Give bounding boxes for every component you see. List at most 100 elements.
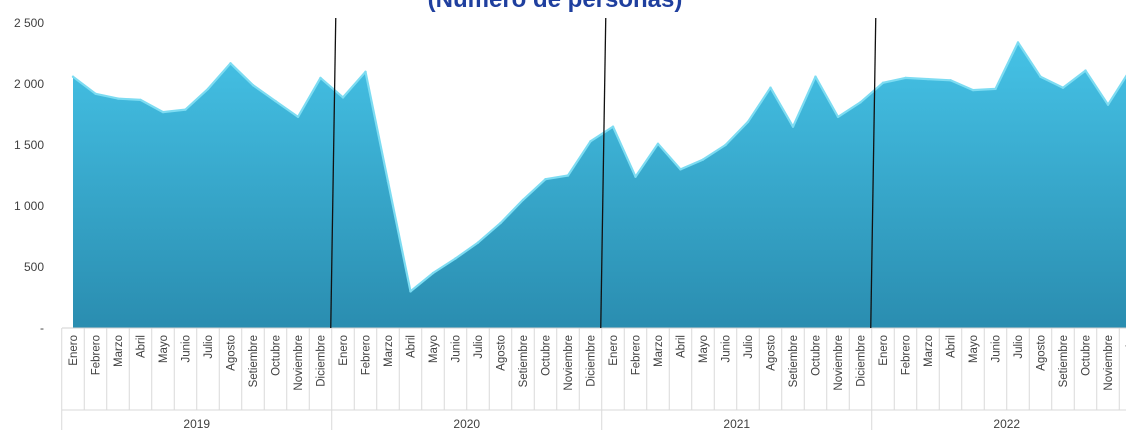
series-line	[72, 41, 1126, 293]
data-point	[679, 168, 682, 171]
year-label: 2022	[993, 417, 1020, 430]
data-point	[364, 70, 367, 74]
y-tick-label: 500	[24, 260, 44, 274]
month-tick-label: Diciembre	[586, 335, 598, 387]
data-point	[431, 271, 435, 275]
data-point	[971, 88, 975, 92]
data-point	[251, 84, 255, 87]
data-point	[1016, 41, 1020, 44]
data-point	[634, 175, 637, 178]
month-tick-label: Mayo	[968, 335, 980, 363]
month-tick-label: Octubre	[541, 335, 553, 376]
data-point	[139, 98, 142, 102]
data-point	[521, 198, 525, 202]
month-tick-label: Junio	[721, 335, 733, 363]
data-point	[926, 77, 930, 81]
month-tick-label: Diciembre	[316, 335, 328, 387]
data-point	[769, 86, 772, 89]
month-tick-label: Julio	[1013, 335, 1025, 359]
y-tick-label: 1 500	[14, 138, 44, 152]
month-tick-label: Agosto	[496, 335, 508, 371]
month-tick-label: Noviembre	[1103, 335, 1115, 391]
data-point	[1039, 75, 1042, 78]
month-tick-label: Mayo	[698, 335, 710, 363]
month-tick-label: Junio	[181, 335, 193, 363]
y-tick-label: 2 000	[14, 77, 44, 91]
month-tick-label: Febrero	[91, 335, 103, 375]
month-tick-label: Junio	[451, 335, 463, 363]
month-tick-label: Abril	[676, 335, 688, 358]
month-tick-label: Setiembre	[788, 335, 800, 387]
month-tick-label: Setiembre	[518, 335, 530, 387]
data-point	[611, 125, 615, 128]
data-point	[274, 99, 277, 103]
month-tick-label: Octubre	[1081, 335, 1093, 376]
data-point	[476, 241, 480, 244]
data-point	[454, 257, 457, 260]
month-tick-label: Noviembre	[293, 335, 305, 391]
data-point	[409, 290, 412, 293]
year-divider	[870, 17, 877, 329]
month-tick-label: Febrero	[631, 335, 643, 375]
data-point	[566, 174, 570, 177]
month-tick-label: Enero	[608, 335, 620, 366]
month-tick-label: Enero	[338, 335, 350, 366]
month-tick-label: Octubre	[811, 335, 823, 376]
month-tick-label: Mayo	[158, 335, 170, 363]
data-point	[904, 76, 907, 80]
month-tick-label: Agosto	[226, 335, 238, 371]
data-point	[949, 79, 952, 82]
data-point	[994, 87, 997, 91]
y-tick-label: 2 500	[14, 16, 44, 30]
month-tick-label: Agosto	[1036, 335, 1048, 371]
data-point	[724, 143, 727, 147]
year-divider	[600, 17, 607, 329]
data-point	[701, 158, 705, 161]
data-point	[881, 81, 885, 85]
data-point	[116, 97, 120, 100]
month-tick-label: Octubre	[271, 335, 283, 376]
chart-title: (Número de personas)	[428, 0, 683, 13]
data-point	[206, 87, 210, 91]
data-point	[71, 75, 75, 78]
series-area	[73, 42, 1126, 328]
data-point	[229, 62, 232, 65]
data-point	[94, 92, 97, 96]
month-tick-label: Noviembre	[563, 335, 575, 391]
month-tick-label: Julio	[743, 335, 755, 359]
data-point	[386, 180, 390, 183]
month-tick-label: Marzo	[383, 335, 395, 367]
data-point	[589, 140, 592, 143]
data-point	[499, 221, 502, 225]
month-tick-label: Junio	[991, 335, 1003, 363]
month-tick-label: Febrero	[361, 335, 373, 375]
data-point	[746, 120, 750, 124]
month-tick-label: Marzo	[653, 335, 665, 367]
data-point	[1061, 86, 1065, 89]
data-point	[296, 115, 300, 119]
data-point	[341, 96, 345, 99]
month-tick-label: Julio	[203, 335, 215, 359]
data-point	[814, 75, 817, 78]
month-tick-label: Agosto	[766, 335, 778, 371]
data-point	[319, 76, 322, 80]
data-point	[544, 178, 547, 181]
data-point	[1084, 69, 1087, 72]
data-point	[184, 108, 187, 111]
year-divider	[330, 17, 337, 329]
data-point	[161, 110, 165, 114]
month-tick-label: Abril	[406, 335, 418, 358]
month-tick-label: Enero	[878, 335, 890, 366]
data-point	[656, 142, 660, 145]
data-point	[836, 115, 840, 119]
year-label: 2020	[453, 417, 480, 430]
month-tick-label: Mayo	[428, 335, 440, 363]
month-tick-label: Noviembre	[833, 335, 845, 391]
month-tick-label: Diciembre	[856, 335, 868, 387]
y-tick-label: 1 000	[14, 199, 44, 213]
month-tick-label: Abril	[136, 335, 148, 358]
month-tick-label: Marzo	[113, 335, 125, 367]
data-point	[791, 125, 795, 128]
month-tick-label: Setiembre	[1058, 335, 1070, 387]
